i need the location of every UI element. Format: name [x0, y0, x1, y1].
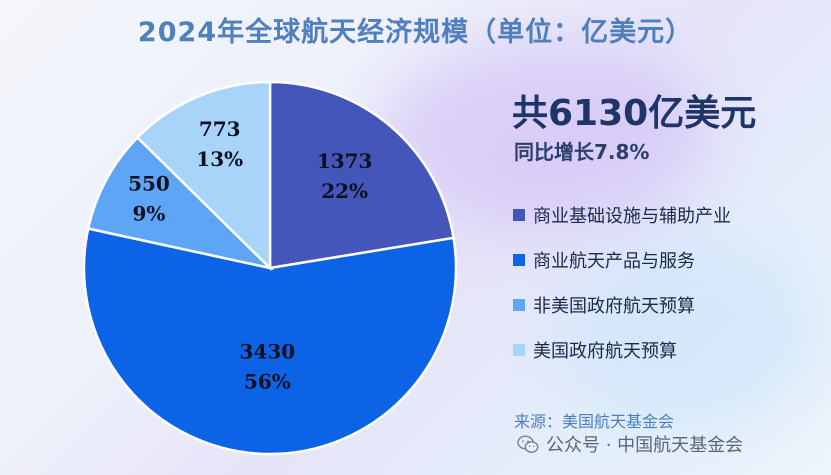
legend-label: 非美国政府航天预算 — [533, 296, 695, 317]
slice-value-label: 1373 — [317, 149, 373, 173]
legend-label: 商业基础设施与辅助产业 — [533, 206, 731, 227]
growth-label: 同比增长7.8% — [514, 140, 650, 164]
legend-item: 美国政府航天预算 — [513, 339, 731, 362]
legend-swatch — [513, 299, 525, 311]
pie-slice — [268, 80, 455, 270]
legend-swatch — [513, 209, 525, 221]
legend-item: 商业航天产品与服务 — [513, 249, 731, 272]
legend-item: 非美国政府航天预算 — [513, 294, 731, 317]
source-note: 来源：美国航天基金会 — [514, 412, 675, 431]
slice-percent-label: 56% — [244, 369, 291, 393]
watermark-text: 公众号 · 中国航天基金会 — [546, 435, 744, 456]
legend-label: 商业航天产品与服务 — [533, 251, 695, 272]
legend: 商业基础设施与辅助产业 商业航天产品与服务 非美国政府航天预算 美国政府航天预算 — [513, 204, 731, 384]
watermark: 公众号 · 中国航天基金会 — [517, 431, 743, 457]
pie-slice — [82, 227, 458, 456]
slice-percent-label: 13% — [196, 147, 243, 171]
legend-swatch — [513, 254, 525, 266]
total-label: 共6130亿美元 — [512, 93, 757, 134]
wechat-icon — [517, 434, 539, 453]
legend-label: 美国政府航天预算 — [533, 341, 677, 362]
pie-slice — [86, 135, 274, 271]
chart-title: 2024年全球航天经济规模（单位：亿美元） — [137, 17, 694, 48]
slice-percent-label: 9% — [132, 202, 165, 226]
slice-value-label: 3430 — [240, 339, 296, 363]
slice-value-label: 773 — [199, 117, 241, 141]
slice-percent-label: 22% — [321, 179, 368, 203]
legend-item: 商业基础设施与辅助产业 — [513, 204, 731, 227]
slice-value-label: 550 — [128, 172, 170, 196]
legend-swatch — [513, 344, 525, 356]
pie-slice — [135, 80, 272, 271]
